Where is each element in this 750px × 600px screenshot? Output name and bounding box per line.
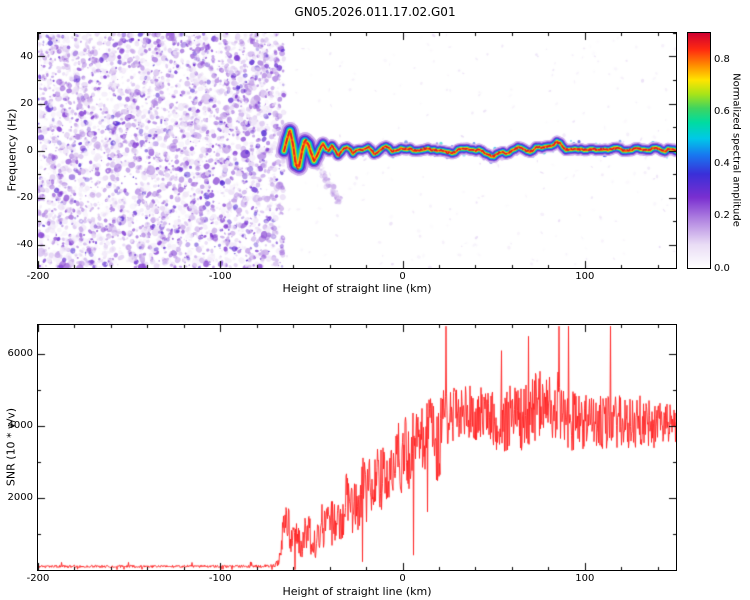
- snr-canvas: [37, 324, 677, 571]
- colorbar-tick-label: 0.0: [714, 262, 730, 274]
- snr-x-tick-label: 100: [575, 573, 595, 584]
- snr-y-tick-label: 2000: [7, 492, 33, 504]
- spectrogram-y-tick-label: 20: [20, 98, 33, 109]
- colorbar-label: Normalized spectral amplitude: [730, 73, 742, 227]
- spectrogram-x-tick-label: -100: [208, 271, 232, 282]
- spectrogram-x-tick-label: -200: [26, 271, 50, 282]
- snr-x-tick-label: 0: [399, 573, 406, 584]
- spectrogram-y-tick-label: 0: [26, 145, 33, 156]
- top-x-axis-label: Height of straight line (km): [282, 282, 432, 295]
- plot-title: GN05.2026.011.17.02.G01: [294, 5, 456, 19]
- spectrogram-y-tick-label: -20: [16, 192, 33, 203]
- snr-y-tick-label: 4000: [7, 420, 33, 432]
- bottom-x-axis-label: Height of straight line (km): [282, 585, 432, 598]
- colorbar-tick-label: 0.8: [714, 53, 730, 65]
- spectrogram-canvas: [37, 32, 677, 269]
- snr-x-tick-label: -100: [208, 573, 232, 584]
- colorbar: [687, 32, 711, 269]
- spectrogram-y-tick-label: -40: [16, 239, 33, 250]
- snr-y-tick-label: 6000: [7, 348, 33, 360]
- colorbar-tick-label: 0.4: [714, 158, 730, 170]
- snr-x-tick-label: -200: [26, 573, 50, 584]
- colorbar-tick-label: 0.2: [714, 210, 730, 222]
- colorbar-tick-label: 0.6: [714, 105, 730, 117]
- spectrogram-y-tick-label: 40: [20, 51, 33, 62]
- spectrogram-x-tick-label: 100: [575, 271, 595, 282]
- spectrogram-x-tick-label: 0: [399, 271, 406, 282]
